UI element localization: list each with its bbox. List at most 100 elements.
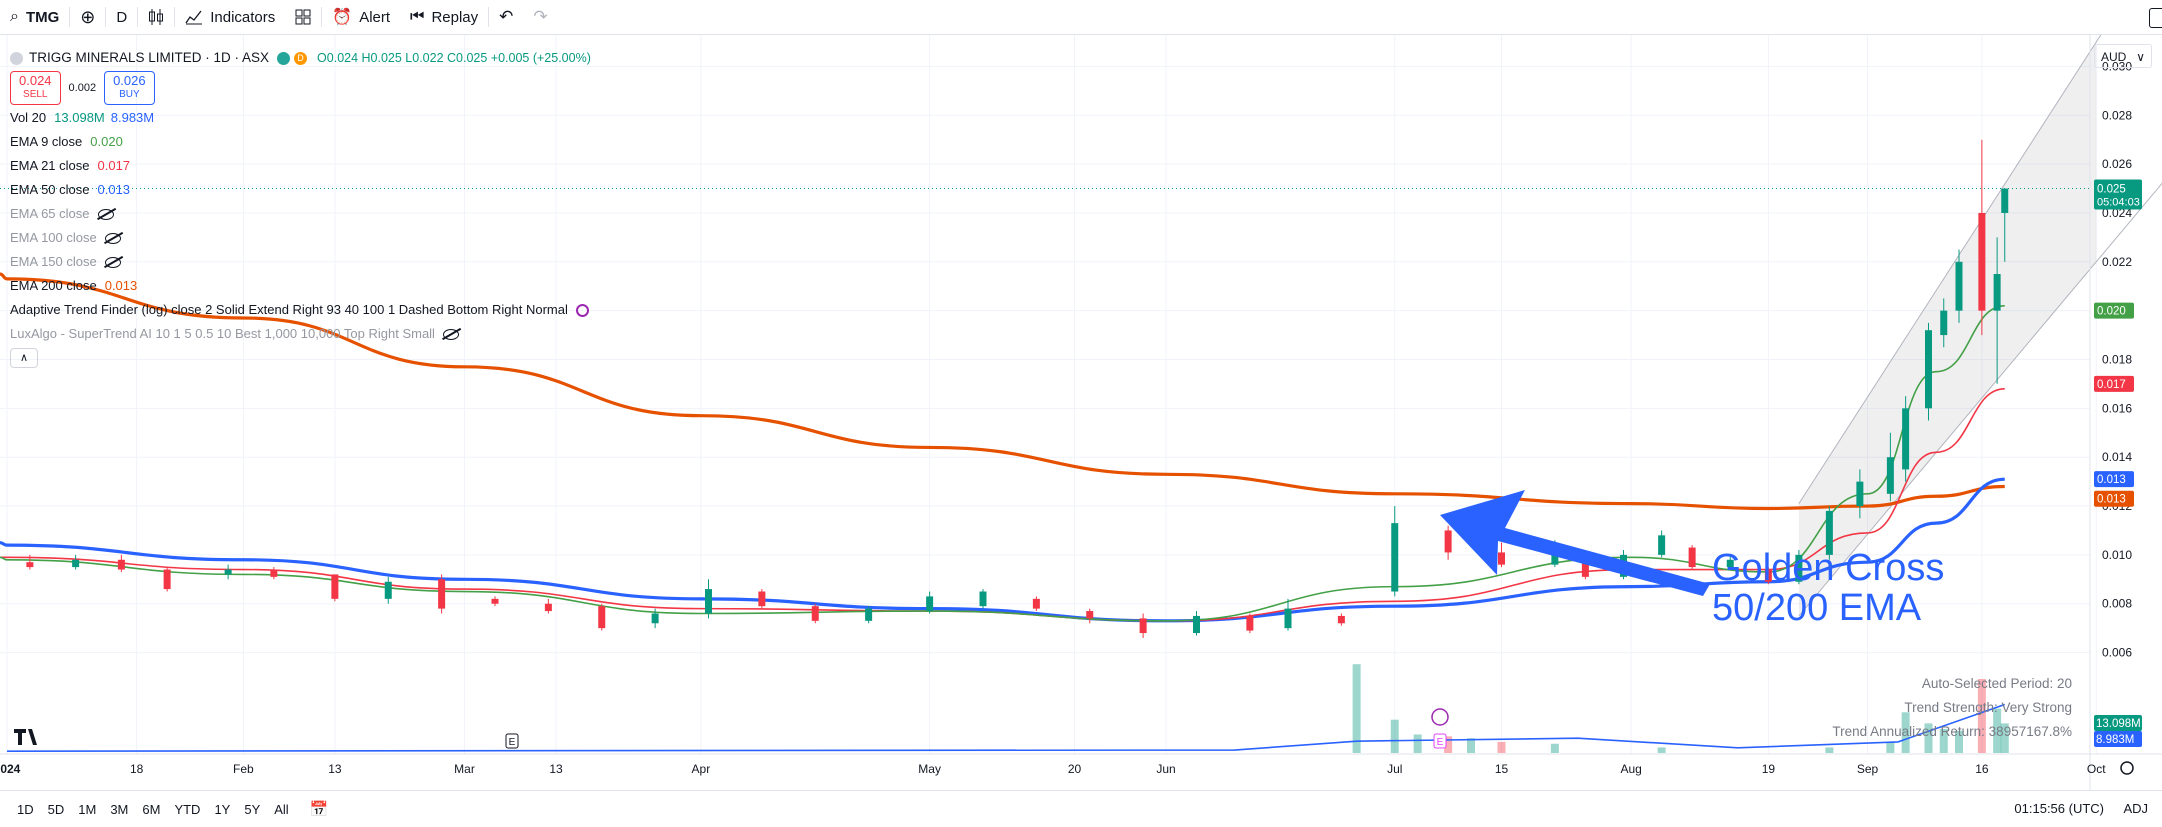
ema21-axis-label-bg xyxy=(2094,375,2134,392)
refresh-icon[interactable] xyxy=(575,303,589,317)
range-button-1d[interactable]: 1D xyxy=(17,801,34,817)
candle-body xyxy=(224,569,232,575)
ema200-label: EMA 200 close xyxy=(10,278,97,293)
legend-ema9[interactable]: EMA 9 close 0.020 xyxy=(10,130,591,154)
indicators-button[interactable]: Indicators xyxy=(175,0,285,34)
collapse-legend-button[interactable]: ∧ xyxy=(10,348,38,368)
range-button-ytd[interactable]: YTD xyxy=(174,801,201,817)
volume-bar xyxy=(1993,708,2002,753)
volume-bar xyxy=(1352,664,1361,753)
symbol-search-button[interactable]: ⌕ TMG xyxy=(0,0,69,34)
range-button-3m[interactable]: 3M xyxy=(110,801,129,817)
candle-body xyxy=(865,608,873,621)
legend-ema150[interactable]: EMA 150 close xyxy=(10,250,591,274)
compare-symbol-button[interactable]: ⊕ xyxy=(70,0,105,34)
candle-body xyxy=(926,596,934,612)
candle-body xyxy=(811,606,819,621)
ema200-line xyxy=(0,272,2005,511)
earnings-box xyxy=(505,733,519,749)
candle-body xyxy=(2001,188,2009,213)
range-button-5y[interactable]: 5Y xyxy=(244,801,261,817)
indicators-icon xyxy=(185,10,203,25)
plot-background xyxy=(0,35,2090,754)
volume-bar xyxy=(1444,736,1453,753)
symbol-title: TRIGG MINERALS LIMITED · 1D · ASX xyxy=(29,50,270,65)
ema21-axis-label: 0.017 xyxy=(2097,379,2126,391)
y-tick-label: 0.028 xyxy=(2102,108,2132,122)
hidden-eye-icon[interactable] xyxy=(104,232,121,244)
candle-body xyxy=(1246,615,1254,631)
chart-type-button[interactable] xyxy=(138,0,174,34)
legend-ema200[interactable]: EMA 200 close 0.013 xyxy=(10,274,591,298)
range-button-1y[interactable]: 1Y xyxy=(214,801,231,817)
hidden-eye-icon[interactable] xyxy=(104,256,121,268)
utc-clock[interactable]: 01:15:56 (UTC) xyxy=(2014,801,2104,816)
earnings-icon: E xyxy=(1437,737,1444,748)
hidden-eye-icon[interactable] xyxy=(97,208,114,220)
trend-channel-upper xyxy=(1798,0,2124,504)
luxalgo-label: LuxAlgo - SuperTrend AI 10 1 5 0.5 10 Be… xyxy=(10,326,435,341)
candle-body xyxy=(1726,559,1734,568)
x-tick-label: Mar xyxy=(454,762,475,776)
symbol-logo-icon xyxy=(10,51,23,65)
volume-bar xyxy=(2000,723,2009,753)
x-tick-label: May xyxy=(918,762,941,776)
legend-ema65[interactable]: EMA 65 close xyxy=(10,202,591,226)
plus-circle-icon: ⊕ xyxy=(80,6,96,27)
undo-button[interactable]: ↶ xyxy=(489,0,523,34)
adj-toggle[interactable]: ADJ xyxy=(2123,801,2148,816)
currency-select[interactable]: AUD ∨ xyxy=(2094,44,2152,68)
range-buttons: 1D 5D 1M 3M 6M YTD 1Y 5Y All xyxy=(10,802,296,817)
date-range-icon[interactable]: 📅 xyxy=(309,801,329,818)
candle-body xyxy=(1284,608,1292,629)
alert-button[interactable]: ⏰ Alert xyxy=(322,0,400,34)
alert-label: Alert xyxy=(359,8,391,26)
y-tick-label: 0.018 xyxy=(2102,353,2132,367)
price-chart[interactable]: E E 0.030 0.028 0.026 0.024 0.022 0.020 0.018 0.… xyxy=(0,0,2162,790)
legend-atf[interactable]: Adaptive Trend Finder (log) close 2 Soli… xyxy=(10,298,591,322)
range-button-1m[interactable]: 1M xyxy=(78,801,97,817)
candle-body xyxy=(1193,615,1200,634)
legend-vol[interactable]: Vol 20 13.098M 8.983M xyxy=(10,106,591,130)
lightning-icon xyxy=(1431,708,1449,726)
earnings-marker: E xyxy=(1433,733,1447,749)
vol-value1: 13.098M xyxy=(54,110,105,125)
legend-ema21[interactable]: EMA 21 close 0.017 xyxy=(10,154,591,178)
legend-ema50[interactable]: EMA 50 close 0.013 xyxy=(10,178,591,202)
volume-bar xyxy=(1467,738,1475,753)
volume-bar xyxy=(1924,723,1933,753)
grid-layout-icon xyxy=(295,9,311,25)
divider xyxy=(174,7,176,27)
golden-cross-annotation[interactable]: Golden Cross 50/200 EMA xyxy=(1712,548,1944,628)
vol-value2: 8.983M xyxy=(110,110,155,125)
candle-body xyxy=(1825,510,1833,555)
earnings-icon: E xyxy=(509,737,516,748)
x-tick-label: Apr xyxy=(692,762,711,776)
indicators-label: Indicators xyxy=(210,8,276,26)
candle-body xyxy=(26,562,34,568)
replay-button[interactable]: ⏮ Replay xyxy=(400,0,488,34)
fullscreen-button[interactable] xyxy=(2149,8,2162,28)
ohlc-values: O0.024 H0.025 L0.022 C0.025 +0.005 (+25.… xyxy=(317,51,591,65)
buy-button[interactable]: 0.026 BUY xyxy=(104,71,155,105)
trend-channel-fill xyxy=(1798,42,2097,616)
divider xyxy=(137,7,139,27)
legend-ema100[interactable]: EMA 100 close xyxy=(10,226,591,250)
range-button-6m[interactable]: 6M xyxy=(142,801,161,817)
y-tick-label: 0.006 xyxy=(2102,646,2132,660)
buy-label: BUY xyxy=(119,89,140,100)
earnings-box xyxy=(1433,733,1447,749)
trend-channel-lower xyxy=(1798,182,2162,617)
hidden-eye-icon[interactable] xyxy=(442,328,459,340)
layouts-button[interactable] xyxy=(285,0,321,34)
interval-button[interactable]: D xyxy=(106,0,137,34)
redo-button[interactable]: ↷ xyxy=(523,0,557,34)
candle-body xyxy=(651,613,659,624)
chart-area[interactable]: E E 0.030 0.028 0.026 0.024 0.022 0.020 0.018 0.… xyxy=(0,0,2162,790)
legend-luxalgo[interactable]: LuxAlgo - SuperTrend AI 10 1 5 0.5 10 Be… xyxy=(10,322,591,346)
candle-body xyxy=(384,581,392,599)
range-button-5d[interactable]: 5D xyxy=(47,801,65,817)
candle-body xyxy=(1581,562,1589,577)
range-button-all[interactable]: All xyxy=(274,801,289,817)
sell-button[interactable]: 0.024 SELL xyxy=(10,71,61,105)
